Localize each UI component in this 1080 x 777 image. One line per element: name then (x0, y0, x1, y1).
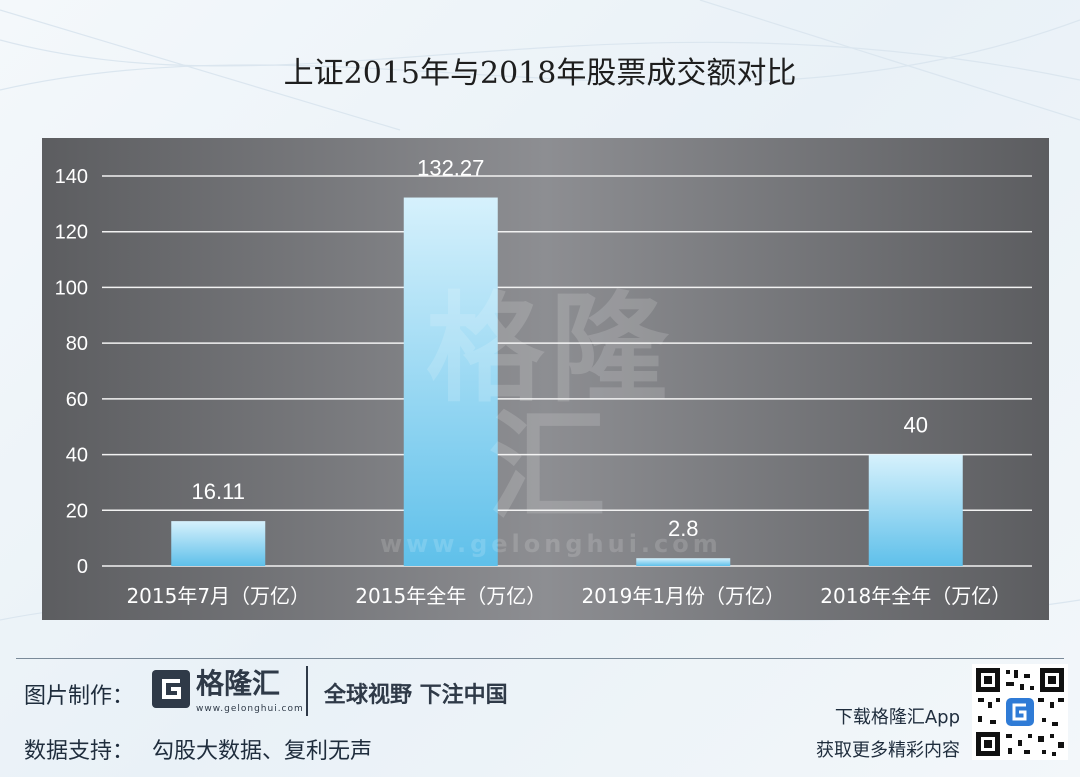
made-by-label: 图片制作： (24, 684, 135, 709)
y-tick-label: 20 (66, 500, 88, 522)
x-tick-label: 2015年全年（万亿） (355, 584, 546, 608)
data-label: 40 (904, 413, 928, 438)
gelonghui-logo-icon (152, 670, 190, 708)
chart-title: 上证2015年与2018年股票成交额对比 (283, 56, 797, 91)
y-tick-label: 60 (66, 389, 88, 411)
y-tick-label: 0 (77, 556, 88, 578)
data-label: 132.27 (417, 156, 484, 181)
x-tick-label: 2015年7月（万亿） (126, 584, 310, 608)
footer-divider (16, 658, 1064, 659)
data-support-value: 勾股大数据、复利无声 (152, 739, 373, 764)
footer-logo-text: 格隆汇 (196, 667, 281, 700)
more-content-text: 获取更多精彩内容 (816, 740, 960, 761)
download-app-text: 下载格隆汇App (834, 707, 960, 728)
y-tick-label: 120 (55, 222, 88, 244)
x-tick-label: 2019年1月份（万亿） (581, 584, 785, 608)
y-tick-label: 100 (55, 277, 88, 299)
slogan: 全球视野 下注中国 (324, 683, 508, 708)
y-tick-label: 40 (66, 445, 88, 467)
data-label: 2.8 (668, 516, 699, 541)
footer-separator (306, 666, 308, 716)
x-tick-label: 2018年全年（万亿） (820, 584, 1011, 608)
bar (636, 558, 731, 566)
bar (868, 454, 963, 566)
data-support-label: 数据支持： (24, 739, 135, 764)
y-tick-label: 140 (55, 166, 88, 188)
data-label: 16.11 (192, 479, 245, 504)
footer-logo-url: www.gelonghui.com (196, 704, 304, 714)
bar-chart: 0 20 40 60 80 100 120 140 16.11 2015年7月（万亿） 132.27… (55, 156, 1032, 608)
qr-code-icon[interactable] (972, 664, 1068, 760)
y-tick-label: 80 (66, 333, 88, 355)
bar (403, 197, 498, 566)
bar (171, 521, 266, 566)
